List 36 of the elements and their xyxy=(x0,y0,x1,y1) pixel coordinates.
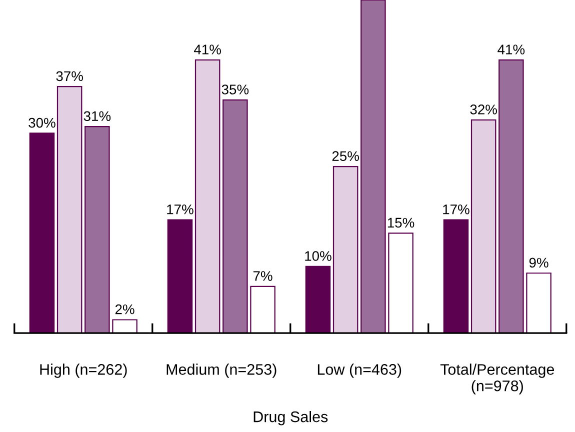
bar xyxy=(167,219,193,334)
bar xyxy=(84,126,110,334)
data-label: 17% xyxy=(167,204,194,214)
data-label: 9% xyxy=(529,258,548,268)
data-label: 2% xyxy=(115,304,134,314)
data-label: 31% xyxy=(84,111,111,122)
bar xyxy=(388,232,414,334)
bar xyxy=(112,319,138,334)
x-tick-label: Total/Percentage (n=978) xyxy=(440,364,554,394)
data-label: 17% xyxy=(443,204,470,214)
bar xyxy=(194,59,220,334)
x-tick-label: Medium (n=253) xyxy=(166,364,276,378)
data-label: 41% xyxy=(194,44,221,54)
bar xyxy=(526,272,552,334)
data-label: 41% xyxy=(498,44,525,54)
data-label: 37% xyxy=(56,71,83,82)
bar xyxy=(443,219,469,334)
bar xyxy=(29,132,55,334)
bar xyxy=(250,286,276,334)
bar xyxy=(56,86,82,334)
bar xyxy=(222,99,248,334)
bar xyxy=(470,119,496,334)
data-label: 30% xyxy=(28,118,56,128)
data-label: 10% xyxy=(305,251,332,261)
data-label: 35% xyxy=(222,84,249,94)
data-label: 7% xyxy=(253,271,272,281)
bar xyxy=(332,166,358,334)
data-label: 15% xyxy=(388,218,414,228)
data-label: 32% xyxy=(470,104,497,114)
x-tick-label: High (n=262) xyxy=(40,364,127,378)
data-label: 25% xyxy=(332,151,359,162)
x-axis-title: Drug Sales xyxy=(254,410,328,426)
bar xyxy=(498,59,524,334)
x-tick-label: Low (n=463) xyxy=(318,364,402,378)
bar xyxy=(360,0,386,334)
bar xyxy=(305,266,331,334)
